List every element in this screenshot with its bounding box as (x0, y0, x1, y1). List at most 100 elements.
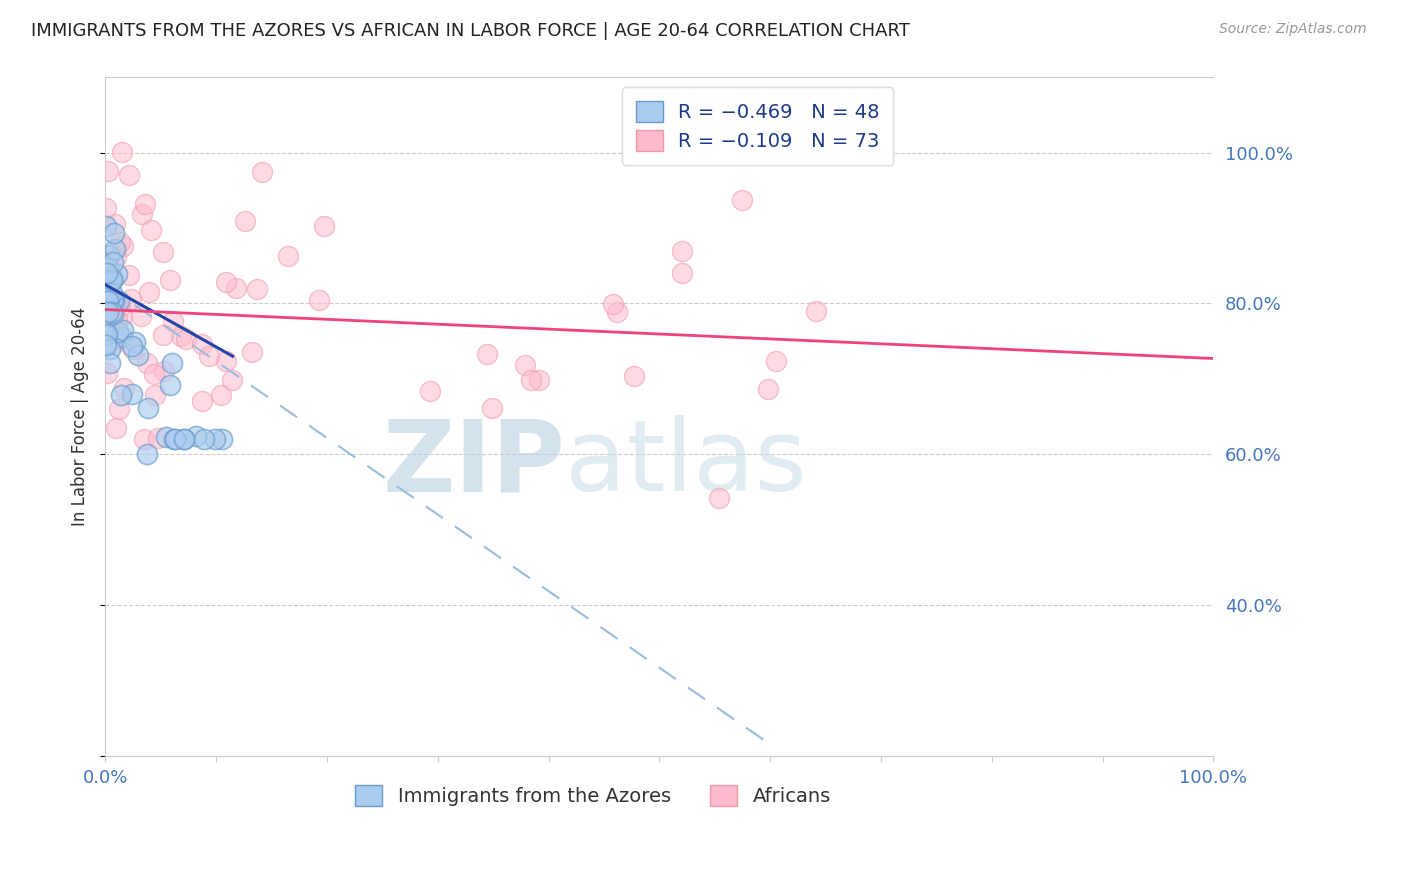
Point (112, 238, 135, 252)
Point (97, 261, 120, 276)
Point (756, 382, 779, 396)
Point (602, 296, 624, 310)
Point (112, 381, 135, 395)
Point (97, 164, 120, 178)
Point (136, 401, 159, 416)
Point (155, 430, 177, 444)
Point (138, 285, 160, 300)
Point (209, 388, 232, 402)
Point (101, 255, 124, 269)
Point (105, 421, 128, 435)
Point (173, 432, 195, 446)
Point (191, 336, 214, 351)
Point (165, 432, 187, 446)
Point (184, 429, 207, 443)
Point (97, 293, 120, 308)
Point (96, 337, 118, 351)
Point (173, 432, 195, 446)
Point (96, 201, 118, 215)
Point (117, 268, 139, 282)
Point (111, 310, 134, 324)
Point (121, 343, 143, 357)
Point (100, 269, 122, 284)
Point (312, 219, 335, 233)
Point (174, 333, 197, 347)
Point (129, 309, 152, 323)
Point (103, 294, 125, 309)
Point (804, 304, 827, 318)
Point (110, 300, 132, 314)
Point (100, 288, 122, 302)
Text: Source: ZipAtlas.com: Source: ZipAtlas.com (1219, 22, 1367, 37)
Point (204, 432, 226, 446)
Point (671, 244, 693, 258)
Point (101, 292, 124, 306)
Point (104, 250, 127, 264)
Point (527, 373, 550, 387)
Point (246, 282, 269, 296)
Text: atlas: atlas (565, 416, 807, 513)
Point (131, 207, 153, 221)
Point (120, 292, 142, 306)
Point (765, 354, 787, 368)
Point (142, 367, 165, 381)
Point (100, 342, 122, 356)
Point (108, 402, 131, 417)
Point (277, 249, 299, 263)
Point (110, 388, 132, 402)
Point (221, 373, 243, 387)
Point (141, 223, 163, 237)
Point (132, 432, 155, 446)
Point (98, 291, 121, 305)
Point (121, 339, 143, 353)
Point (121, 386, 143, 401)
Point (215, 276, 238, 290)
Point (671, 266, 693, 280)
Point (731, 193, 754, 207)
Point (606, 305, 628, 319)
Point (623, 368, 645, 383)
Point (163, 432, 186, 446)
Point (152, 364, 174, 378)
Point (96, 266, 118, 280)
Point (211, 432, 233, 446)
Point (107, 331, 129, 345)
Point (97, 252, 120, 267)
Point (105, 334, 128, 349)
Point (101, 273, 124, 287)
Point (191, 394, 214, 409)
Point (96, 219, 118, 234)
Point (162, 314, 184, 328)
Y-axis label: In Labor Force | Age 20-64: In Labor Force | Age 20-64 (72, 307, 89, 526)
Point (96, 318, 118, 332)
Point (143, 388, 166, 402)
Point (96, 366, 118, 380)
Point (112, 323, 135, 337)
Point (103, 226, 125, 240)
Point (148, 432, 170, 446)
Point (159, 378, 181, 392)
Point (107, 268, 129, 282)
Point (152, 327, 174, 342)
Point (159, 273, 181, 287)
Point (101, 304, 124, 318)
Point (105, 313, 128, 327)
Point (97, 305, 120, 319)
Text: ZIP: ZIP (382, 416, 565, 513)
Point (103, 307, 125, 321)
Point (308, 293, 330, 307)
Point (135, 356, 157, 370)
Point (108, 235, 131, 250)
Point (98, 356, 121, 370)
Point (111, 329, 134, 343)
Point (108, 293, 131, 308)
Point (242, 344, 264, 359)
Point (96, 277, 118, 291)
Point (475, 346, 498, 360)
Point (481, 401, 503, 416)
Point (233, 214, 256, 228)
Point (124, 335, 146, 350)
Point (419, 384, 441, 399)
Point (104, 217, 127, 231)
Point (215, 354, 238, 368)
